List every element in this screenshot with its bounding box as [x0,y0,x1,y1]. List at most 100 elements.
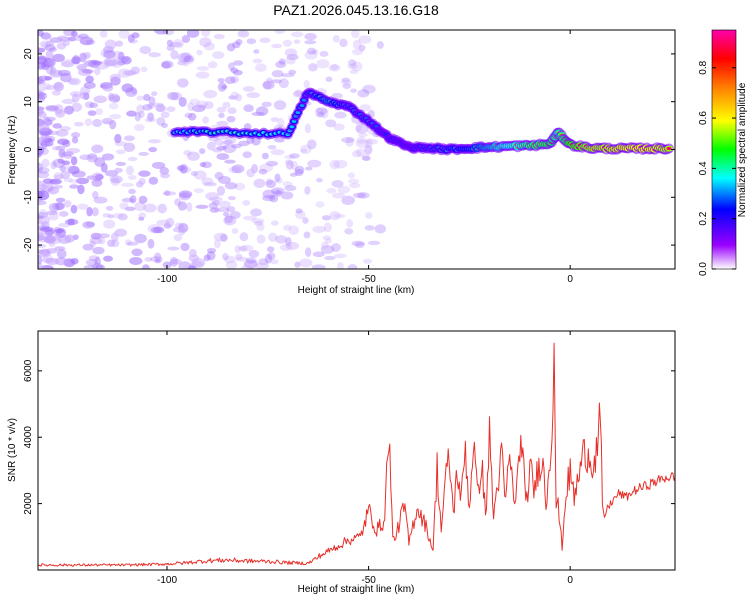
heatmap-noise-cell [143,93,151,102]
heatmap-noise-cell [38,92,47,100]
heatmap-noise-cell [167,246,180,251]
heatmap-noise-cell [68,165,80,175]
heatmap-noise-cell [38,243,47,248]
heatmap-noise-cell [270,149,285,156]
heatmap-noise-cell [333,159,348,169]
heatmap-noise-cell [207,61,218,69]
heatmap-noise-cell [246,92,260,99]
heatmap-noise-cell [131,248,143,257]
heatmap-noise-cell [336,262,344,269]
heatmap-noise-cell [355,139,370,148]
heatmap-noise-cell [127,175,137,180]
heatmap-noise-cell [329,210,341,221]
heatmap-noise-cell [333,253,347,259]
heatmap-noise-cell [147,112,155,122]
heatmap-noise-cell [38,76,44,85]
heatmap-noise-cell [38,86,46,92]
spectrogram-x-ticks: -100 -50 0 [157,30,573,285]
heatmap-noise-cell [114,167,123,173]
heatmap-noise-cell [201,177,214,185]
heatmap-noise-cell [107,92,114,101]
heatmap-noise-cell [216,120,229,127]
heatmap-noise-cell [234,245,241,254]
heatmap-noise-cell [122,70,137,76]
heatmap-noise-cell [57,158,64,164]
heatmap-noise-cell [180,242,190,252]
heatmap-noise-cell [334,111,347,119]
heatmap-noise-cell [91,178,103,187]
heatmap-noise-cell [102,213,111,218]
heatmap-noise-cell [109,175,123,184]
heatmap-noise-cell [144,117,156,123]
heatmap-noise-cell [150,226,162,234]
heatmap-noise-cell [198,104,207,110]
heatmap-noise-cell [221,85,228,90]
heatmap-noise-cell [347,264,358,269]
heatmap-noise-cell [305,166,313,171]
heatmap-noise-cell [57,35,69,42]
heatmap-noise-cell [121,83,134,93]
heatmap-noise-cell [147,139,161,144]
heatmap-noise-cell [68,77,81,86]
heatmap-noise-cell [295,210,306,220]
heatmap-noise-cell [51,89,61,96]
spectrogram-plot-area [38,30,675,269]
heatmap-noise-cell [147,103,155,109]
heatmap-noise-cell [163,223,172,229]
heatmap-noise-cell [203,182,217,187]
heatmap-noise-cell [103,219,116,229]
heatmap-noise-cell [272,190,283,195]
heatmap-noise-cell [284,155,296,160]
heatmap-noise-cell [190,261,205,269]
heatmap-noise-cell [195,71,210,79]
heatmap-noise-cell [304,186,311,195]
heatmap-noise-cell [127,156,138,162]
heatmap-noise-cell [207,141,216,151]
heatmap-noise-cell [280,73,295,78]
heatmap-noise-cell [199,161,207,168]
heatmap-noise-cell [357,89,370,98]
colorbar-tick-label: 0.8 [698,60,709,74]
snr-panel: -100 -50 0 2000 4000 6000 Height of straight… [7,330,676,595]
heatmap-noise-cell [147,238,155,249]
heatmap-noise-cell [63,200,72,208]
heatmap-noise-cell [71,136,79,144]
heatmap-noise-cell [320,108,329,119]
heatmap-noise-cell [178,97,187,107]
heatmap-noise-cell [278,58,286,65]
heatmap-noise-cell [49,178,62,185]
heatmap-noise-cell [70,156,78,166]
heatmap-noise-cell [237,30,250,38]
heatmap-noise-cell [255,106,269,116]
heatmap-noise-cell [357,192,370,199]
heatmap-noise-cell [60,170,71,180]
spectrogram-x-tick-label: -100 [157,274,177,285]
heatmap-noise-cell [172,38,184,49]
heatmap-noise-cell [217,77,225,83]
heatmap-noise-cell [121,56,132,65]
heatmap-noise-cell [174,198,182,206]
spectrogram-y-ticks: -20 -10 0 10 20 [23,48,675,252]
heatmap-noise-cell [101,153,115,161]
heatmap-noise-cell [256,223,265,232]
heatmap-noise-cell [140,66,148,73]
heatmap-noise-cell [240,244,254,252]
heatmap-noise-cell [222,253,229,261]
heatmap-noise-cell [38,79,45,85]
heatmap-noise-cell [94,157,106,167]
heatmap-noise-cell [216,153,230,161]
heatmap-noise-cell [355,148,366,158]
heatmap-noise-cell [63,177,73,182]
heatmap-noise-cell [333,123,345,131]
heatmap-noise-cell [85,258,98,266]
heatmap-noise-cell [316,112,325,118]
heatmap-noise-cell [38,110,43,117]
heatmap-noise-cell [362,153,370,161]
heatmap-noise-cell [295,89,303,97]
heatmap-noise-cell [138,195,148,204]
heatmap-noise-cell [148,52,161,58]
heatmap-noise-cell [54,257,68,266]
heatmap-noise-cell [181,34,191,44]
heatmap-noise-cell [39,226,54,232]
